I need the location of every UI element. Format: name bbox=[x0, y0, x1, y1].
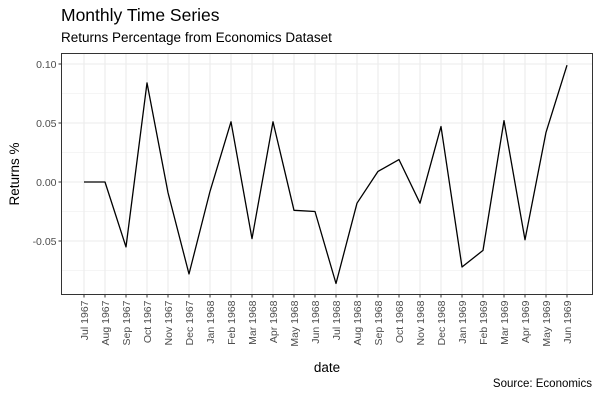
x-tick-label: Oct 1968 bbox=[394, 300, 406, 343]
x-axis: Jul 1967 Aug 1967 Sep 1967 Oct 1967 Nov 1967… bbox=[79, 294, 574, 347]
x-tick-label: Sep 1968 bbox=[373, 300, 385, 345]
x-tick-label: Jan 1969 bbox=[457, 300, 469, 343]
chart-title: Monthly Time Series bbox=[61, 5, 220, 25]
x-tick-label: Mar 1968 bbox=[247, 300, 259, 345]
chart-caption: Source: Economics bbox=[492, 378, 592, 390]
x-tick-label: Jan 1968 bbox=[205, 300, 217, 343]
x-tick-label: May 1968 bbox=[289, 300, 301, 346]
x-tick-label: Dec 1968 bbox=[436, 300, 448, 345]
x-tick-label: May 1969 bbox=[541, 300, 553, 346]
x-tick-label: Jun 1969 bbox=[562, 300, 574, 343]
y-tick-label: 0.05 bbox=[36, 118, 57, 130]
panel-border bbox=[61, 53, 593, 295]
y-axis: 0.10 0.05 0.00 -0.05 bbox=[33, 59, 62, 248]
x-tick-label: Feb 1969 bbox=[478, 300, 490, 345]
chart-subtitle: Returns Percentage from Economics Datase… bbox=[61, 30, 332, 45]
x-tick-label: Apr 1968 bbox=[268, 300, 280, 343]
x-tick-label: Oct 1967 bbox=[142, 300, 154, 343]
y-tick-label: -0.05 bbox=[33, 236, 57, 248]
x-tick-label: Jul 1968 bbox=[331, 300, 343, 340]
y-tick-label: 0.10 bbox=[36, 59, 57, 71]
x-tick-label: Sep 1967 bbox=[121, 300, 133, 345]
x-tick-label: Apr 1969 bbox=[520, 300, 532, 343]
x-tick-label: Aug 1967 bbox=[100, 300, 112, 345]
y-axis-title: Returns % bbox=[7, 142, 22, 205]
x-tick-label: Dec 1967 bbox=[184, 300, 196, 345]
gridlines bbox=[61, 53, 593, 295]
series-line bbox=[84, 65, 568, 285]
x-axis-title: date bbox=[314, 360, 340, 375]
x-tick-label: Jun 1968 bbox=[310, 300, 322, 343]
y-tick-label: 0.00 bbox=[36, 177, 57, 189]
data-series bbox=[84, 65, 568, 285]
x-tick-label: Nov 1968 bbox=[415, 300, 427, 345]
x-tick-label: Nov 1967 bbox=[163, 300, 175, 345]
x-tick-label: Jul 1967 bbox=[79, 300, 91, 340]
x-tick-label: Mar 1969 bbox=[499, 300, 511, 345]
x-tick-label: Feb 1968 bbox=[226, 300, 238, 345]
x-tick-label: Aug 1968 bbox=[352, 300, 364, 345]
